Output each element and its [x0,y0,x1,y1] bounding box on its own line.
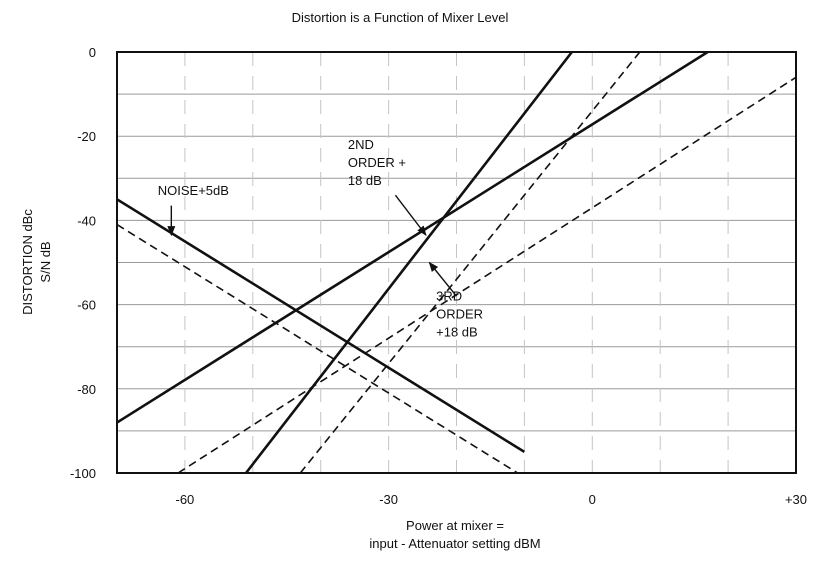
series-line-noise-dashed [117,223,519,473]
chart-title: Distortion is a Function of Mixer Level [292,10,509,25]
y-tick-labels: 0 -20 -40 -60 -80 -100 [70,45,96,481]
y-tick-label: -40 [77,213,96,228]
series-line-noise-solid [117,198,526,454]
x-tick-label: 0 [589,492,596,507]
x-tick-label: +30 [785,492,807,507]
annotation-text-line: +18 dB [436,324,478,339]
annotation-text-line: ORDER + [348,155,406,170]
x-axis-label-line-2: input - Attenuator setting dBM [369,536,540,551]
plot-area-frame [116,51,797,474]
series-line-third-order-solid [244,52,573,473]
x-axis-label-line-1: Power at mixer = [406,518,504,533]
y-tick-label: 0 [89,45,96,60]
y-tick-label: -100 [70,466,96,481]
x-tick-label: -30 [379,492,398,507]
annotation-text-line: 3RD [436,288,462,303]
grid [117,52,796,473]
y-tick-label: -20 [77,129,96,144]
annotations: NOISE+5dB 2ND ORDER + 18 dB 3RD ORDER +18 dB [158,137,483,340]
annotation-text-line: NOISE+5dB [158,183,229,198]
y-axis-label-line-2: S/N dB [38,241,53,282]
y-tick-label: -80 [77,382,96,397]
y-axis-label-line-1: DISTORTION dBc [20,209,35,315]
x-tick-labels: -60 -30 0 +30 [176,492,808,507]
annotation-noise: NOISE+5dB [158,183,229,237]
series-line-second-order-solid [117,52,709,424]
y-axis-label: DISTORTION dBc S/N dB [20,209,53,315]
annotation-text-line: 2ND [348,137,374,152]
annotation-arrow [394,194,427,236]
annotation-second-order: 2ND ORDER + 18 dB [348,137,427,236]
x-tick-label: -60 [176,492,195,507]
series-group [117,52,796,473]
annotation-third-order: 3RD ORDER +18 dB [428,261,483,339]
annotation-text-line: ORDER [436,306,483,321]
series-line-second-order-dashed [177,76,796,473]
annotation-text-line: 18 dB [348,173,382,188]
annotation-arrow [428,261,458,297]
y-tick-label: -60 [77,298,96,313]
